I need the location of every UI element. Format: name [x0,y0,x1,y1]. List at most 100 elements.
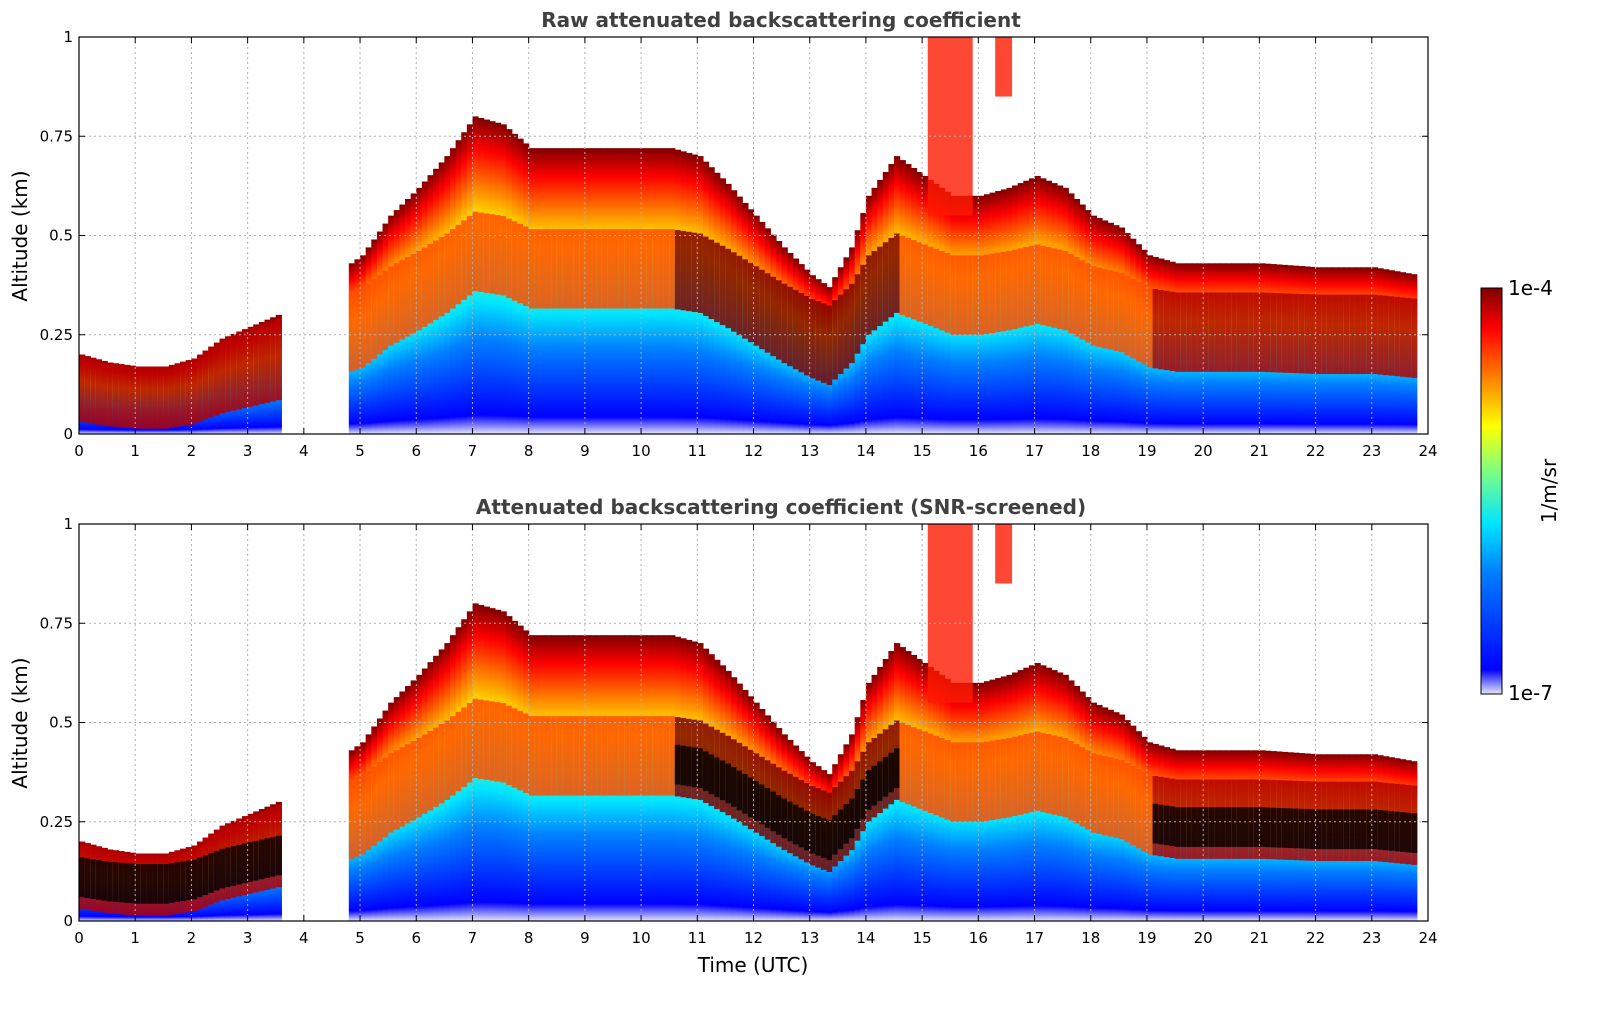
heatmap-core [1090,266,1097,346]
screened-core [107,861,114,902]
heatmap-core [1349,294,1356,375]
screened-core [140,864,148,904]
grid [78,36,1429,435]
heatmap-core [365,770,372,851]
heatmap-core [1231,292,1238,372]
screened-core [1293,808,1300,849]
heatmap-core [1354,294,1362,375]
screened-core [1220,807,1227,847]
heatmap-core [871,250,878,331]
screened-core [894,748,901,789]
heatmap-core [556,229,563,309]
screened-core [1383,810,1390,851]
y-tick-label: 0.75 [40,614,73,632]
screened-core [1405,812,1412,853]
heatmap-core [820,303,828,383]
heatmap-core [590,229,597,309]
heatmap-core [1028,245,1036,326]
screened-core [1321,809,1328,850]
x-tick-label: 8 [524,929,534,947]
heatmap-core [573,229,580,309]
x-tick-label: 20 [1194,929,1213,947]
x-tick-label: 16 [969,929,988,947]
heatmap-core [208,346,215,418]
heatmap-core [393,750,400,830]
heatmap-core [1394,296,1401,377]
screened-core [163,864,170,904]
screened-core [1214,807,1221,847]
heatmap-core [1090,753,1097,833]
heatmap-core [264,323,271,403]
heatmap-core [568,229,575,309]
heatmap-core [523,713,530,793]
heatmap-core [1236,292,1244,372]
x-tick-label: 11 [688,442,707,460]
heatmap-core [596,716,603,796]
heatmap-core [910,727,918,807]
screened-core [1366,809,1373,850]
heatmap-core [899,235,906,316]
heatmap-core [1012,249,1019,330]
screened-core [770,791,777,832]
heatmap-core [247,327,254,407]
heatmap-core [635,716,642,796]
heatmap-core [84,356,91,423]
screened-core [1411,813,1418,853]
x-tick-label: 13 [800,929,819,947]
heatmap-core [1225,292,1232,372]
heatmap-core [916,729,923,809]
x-tick-label: 21 [1250,929,1269,947]
screened-core [123,863,131,903]
heatmap-core [478,699,485,779]
heatmap-core [180,361,187,427]
heatmap-core [382,757,389,838]
heatmap-core [472,211,479,292]
screened-core [1152,803,1159,844]
heatmap-core [213,342,221,416]
screened-core [1248,807,1255,847]
heatmap-core [416,250,423,331]
heatmap-core [933,735,940,816]
colorbar-min-label: 1e-7 [1508,681,1553,705]
x-tick-label: 12 [744,929,763,947]
panel-title: Raw attenuated backscattering coefficien… [541,8,1021,32]
heatmap-core [253,326,260,406]
x-tick-label: 21 [1250,442,1269,460]
heatmap-core [1253,292,1260,372]
screened-core [759,784,766,825]
screened-core [79,857,86,898]
heatmap-core [438,237,445,317]
screened-core [1338,809,1345,850]
screened-core [747,777,755,818]
heatmap-core [101,360,108,426]
heatmap-core [556,716,563,796]
screened-core [208,853,215,893]
heatmap-core [989,740,996,821]
y-tick-label: 0 [63,425,73,443]
heatmap-core [910,240,918,320]
x-tick-label: 0 [74,929,84,947]
panel-title: Attenuated backscattering coefficient (S… [476,495,1086,519]
x-tick-label: 24 [1418,929,1437,947]
heatmap-core [1242,292,1249,372]
heatmap-core [258,324,266,405]
heatmap-core [894,233,901,313]
heatmap-core [753,266,760,346]
heatmap-core [1130,765,1137,846]
heatmap-core [511,708,519,788]
screened-core [101,860,108,901]
heatmap-core [410,254,417,334]
x-tick-label: 22 [1306,929,1325,947]
heatmap-core [545,229,552,309]
x-tick-label: 2 [187,929,197,947]
screened-core [1236,807,1244,847]
heatmap-core [112,363,119,427]
heatmap-core [1051,248,1058,328]
heatmap-core [1163,290,1171,371]
x-tick-label: 0 [74,442,84,460]
heatmap-core [449,229,457,309]
heatmap-core [371,766,378,846]
screened-core [191,859,198,900]
heatmap-core [691,232,698,313]
screened-core [1399,812,1407,852]
